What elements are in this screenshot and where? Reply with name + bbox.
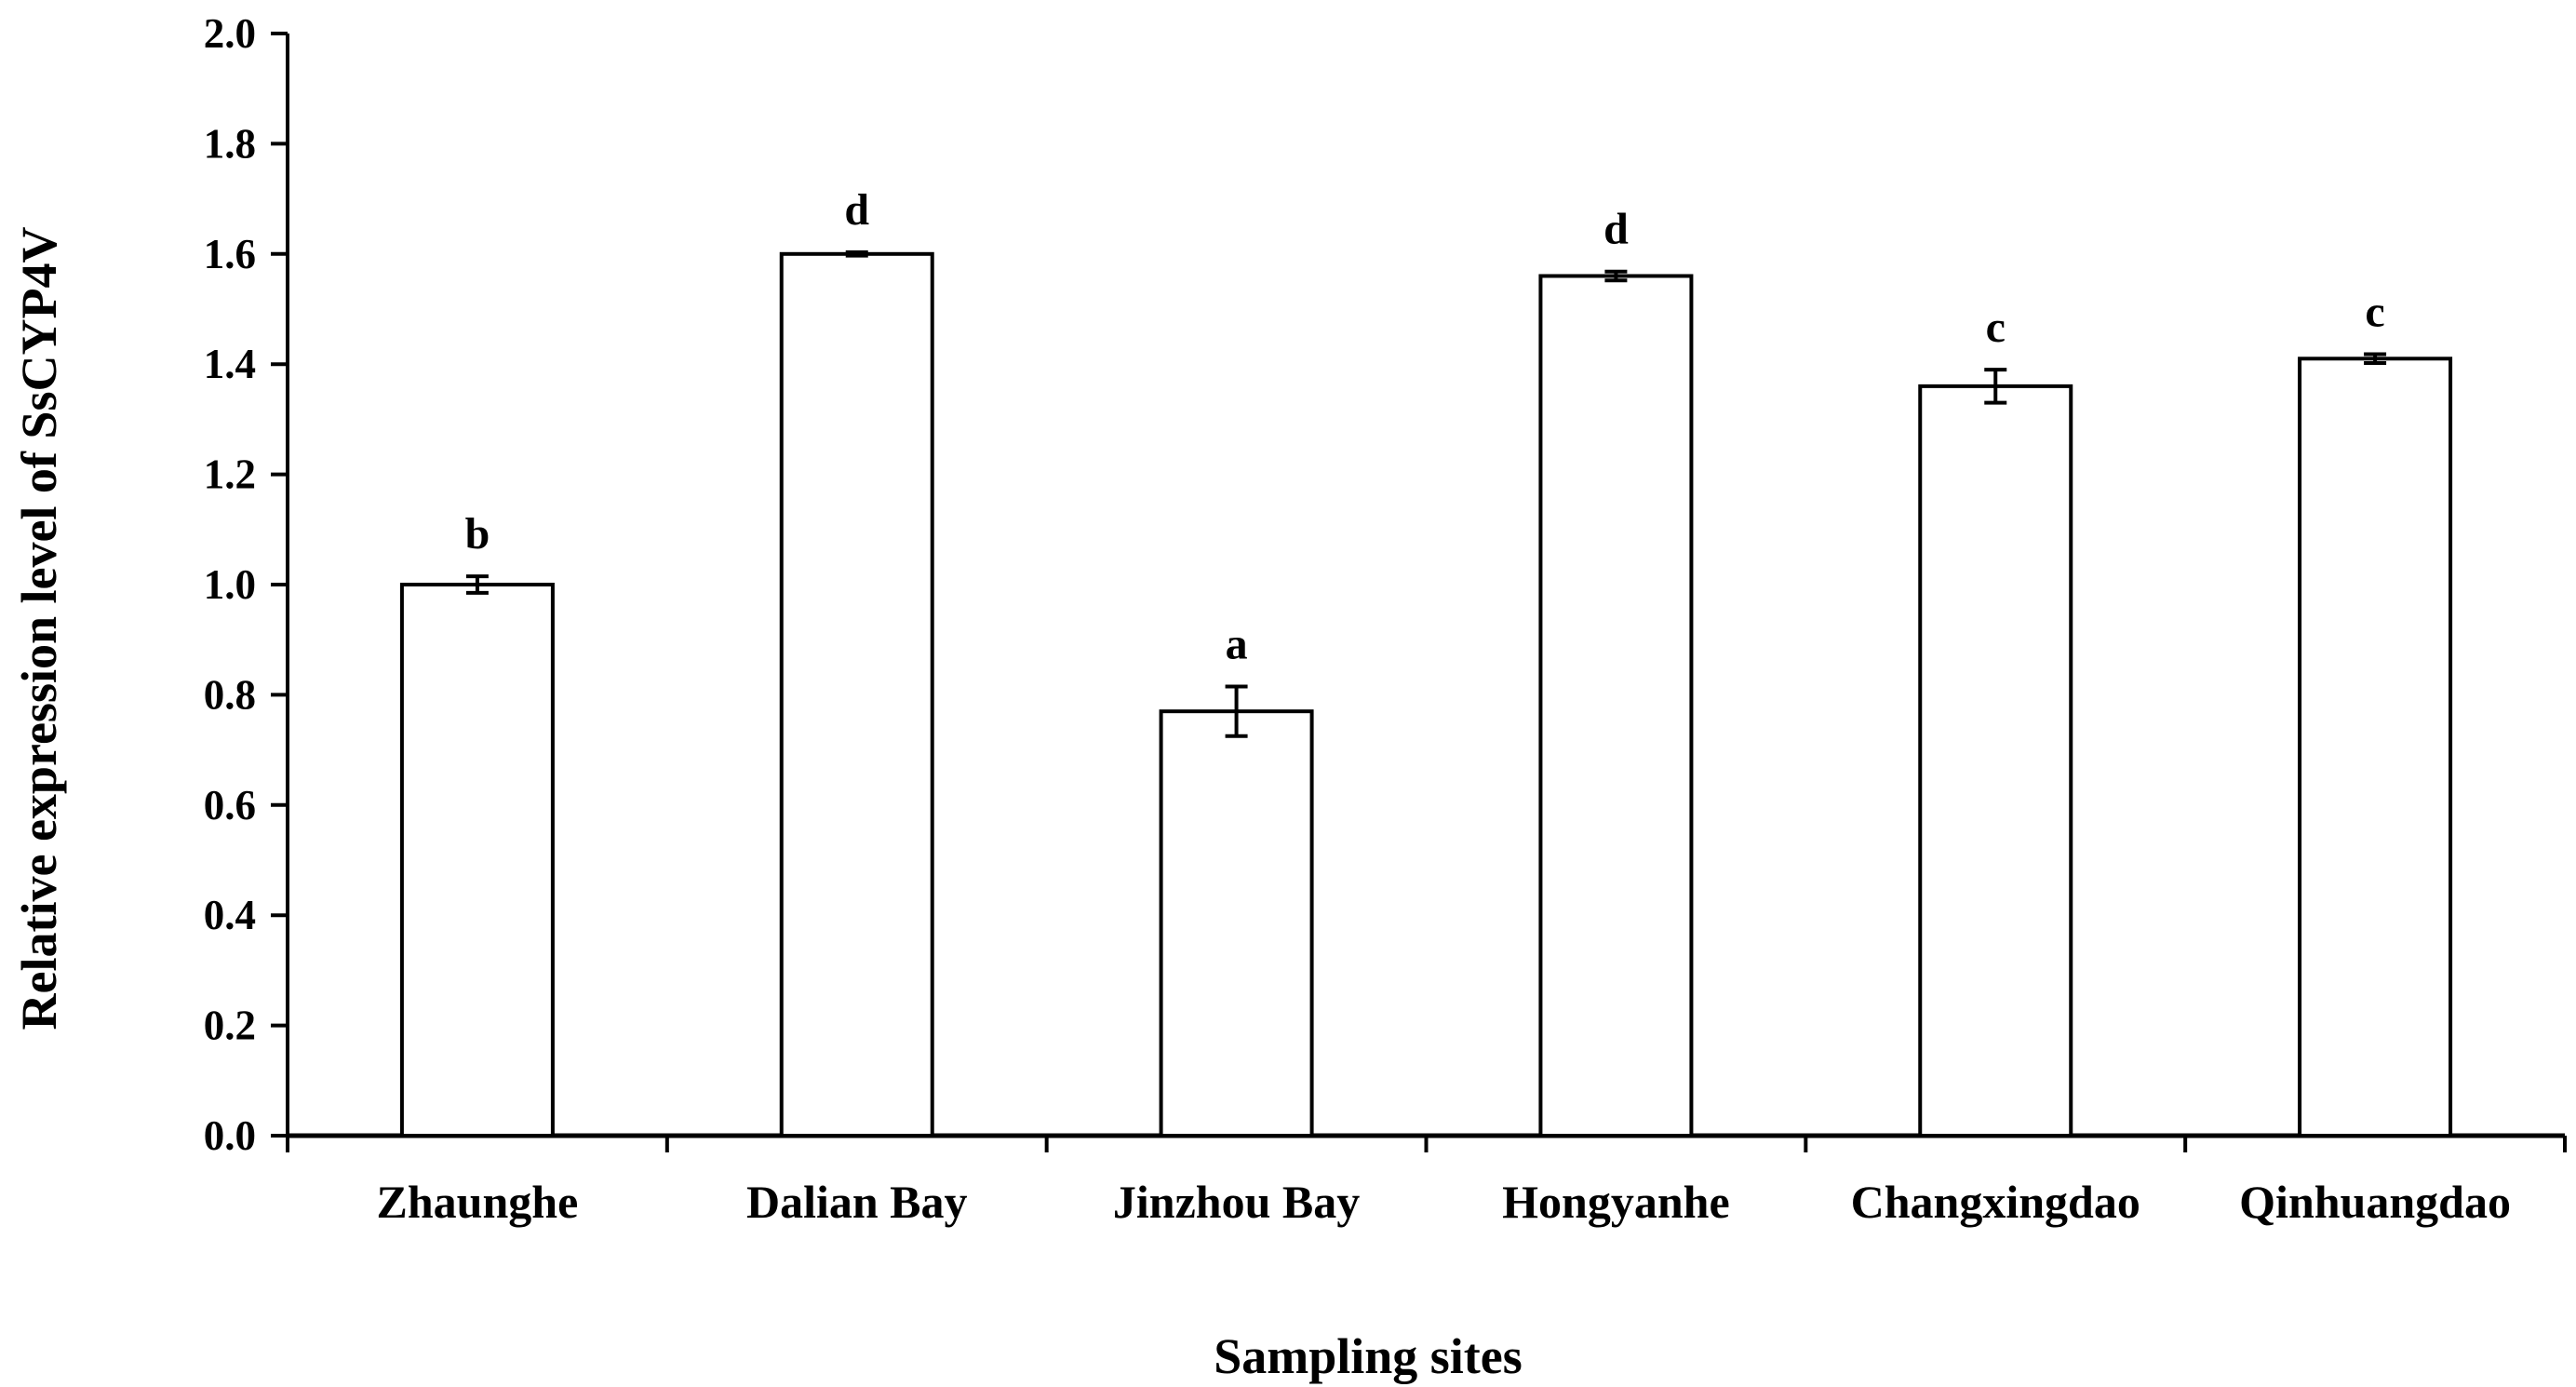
x-tick-label: Dalian Bay [746,1176,968,1228]
significance-label: a [1226,620,1248,669]
bar [2298,357,2453,1138]
y-tick-label: 0.2 [204,1003,256,1049]
significance-label: d [1603,205,1629,254]
bar [779,251,934,1138]
y-tick-label: 2.0 [204,10,256,57]
bar [1159,709,1314,1138]
y-tick-label: 0.8 [204,671,256,718]
bars-group: b d a d c c [399,185,2453,1138]
y-tick-label: 1.8 [204,120,256,167]
significance-label: b [465,509,490,559]
bar [399,583,555,1138]
y-tick-label: 1.4 [204,341,256,387]
y-tick-label: 1.2 [204,451,256,498]
x-tick-label: Hongyanhe [1502,1176,1730,1228]
x-tick-label: Changxingdao [1851,1176,2140,1228]
y-tick-label: 1.6 [204,231,256,277]
significance-label: c [1986,303,2006,352]
bar [1918,384,2073,1138]
x-tick-label: Zhaunghe [377,1176,579,1228]
error-bar [1604,269,1628,283]
y-tick-label: 0.0 [204,1112,256,1159]
bar [1538,274,1694,1138]
x-axis-title: Sampling sites [1214,1328,1523,1384]
y-tick-label: 0.4 [204,892,256,938]
significance-label: d [844,185,869,235]
x-tick-label: Qinhuangdao [2239,1176,2511,1228]
error-bar [845,250,868,258]
y-axis: 0.0 0.2 0.4 0.6 0.8 1.0 1.2 1.4 1.6 1.8 2.0 [204,10,289,1159]
x-axis: Zhaunghe Dalian Bay Jinzhou Bay Hongyanhe Ch… [286,1133,2567,1228]
y-axis-title: Relative expression level of SsCYP4V [11,227,67,1030]
significance-label: c [2365,288,2384,337]
x-tick-label: Jinzhou Bay [1113,1176,1360,1228]
y-tick-label: 0.6 [204,782,256,828]
error-bar [2364,352,2387,366]
error-bar [1225,684,1248,738]
error-bar [465,574,489,595]
error-bar [1984,368,2007,405]
y-tick-label: 1.0 [204,561,256,608]
